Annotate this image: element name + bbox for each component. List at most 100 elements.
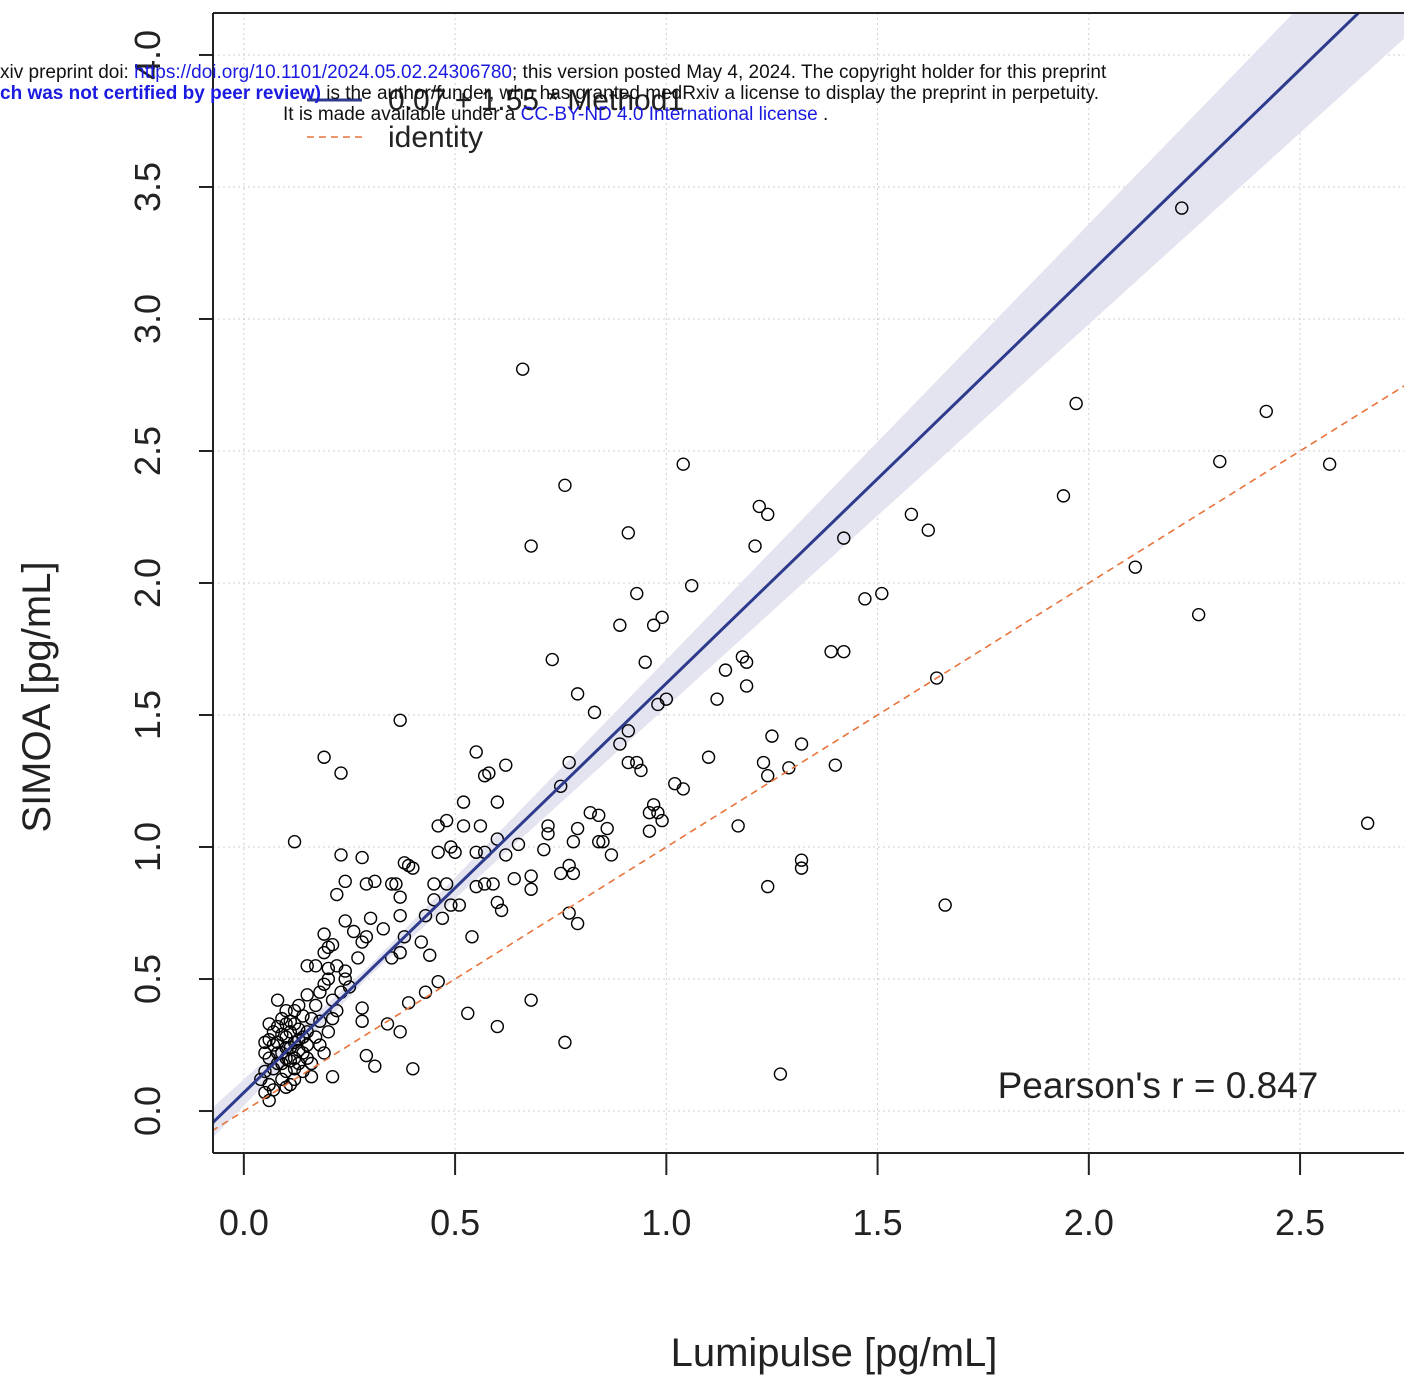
point xyxy=(1056,489,1071,503)
point xyxy=(710,692,724,706)
x-tick-label: 2.0 xyxy=(1064,1202,1114,1243)
point xyxy=(431,974,445,989)
x-tick-label: 1.0 xyxy=(641,1202,691,1243)
point xyxy=(338,874,352,889)
point xyxy=(338,972,352,986)
point xyxy=(317,927,331,941)
point xyxy=(566,866,581,881)
point xyxy=(473,819,488,833)
point xyxy=(735,650,750,664)
point xyxy=(287,1062,302,1076)
point xyxy=(558,478,572,493)
point xyxy=(287,1003,302,1018)
point xyxy=(794,737,809,751)
point xyxy=(875,586,889,601)
point xyxy=(469,745,483,759)
point xyxy=(570,821,585,836)
point xyxy=(363,911,378,925)
point xyxy=(330,959,344,973)
point xyxy=(456,795,471,809)
point xyxy=(355,1001,369,1015)
point xyxy=(668,776,682,791)
point xyxy=(258,1064,272,1079)
point xyxy=(824,644,838,659)
point xyxy=(321,1025,336,1039)
point xyxy=(587,705,602,720)
plot-area xyxy=(213,13,1404,1153)
point xyxy=(325,1011,340,1026)
point xyxy=(418,908,433,923)
banner-line: ch was not certified by peer review) is … xyxy=(0,83,1099,104)
point xyxy=(393,1025,407,1039)
point xyxy=(554,779,568,793)
point xyxy=(325,1070,340,1084)
point xyxy=(477,769,492,783)
point xyxy=(748,539,762,553)
point xyxy=(1360,816,1375,830)
point xyxy=(592,835,606,849)
banner-text: xiv preprint doi: xyxy=(0,62,135,83)
point xyxy=(621,724,636,738)
point xyxy=(321,940,336,955)
point xyxy=(773,1067,788,1081)
point xyxy=(494,903,509,918)
point xyxy=(321,972,336,986)
point xyxy=(731,819,745,833)
y-tick-label: 3.0 xyxy=(127,294,168,344)
point xyxy=(304,1070,319,1084)
fit-line xyxy=(213,13,1361,1125)
point xyxy=(794,861,809,875)
point xyxy=(794,853,809,867)
y-tick-label: 2.5 xyxy=(127,426,168,476)
x-tick-label: 0.5 xyxy=(430,1202,480,1243)
point xyxy=(562,906,576,920)
point xyxy=(621,526,636,540)
point xyxy=(858,592,872,606)
point xyxy=(646,618,661,632)
point xyxy=(621,755,636,770)
point xyxy=(444,898,458,912)
banner-link[interactable]: https://doi.org/10.1101/2024.05.02.24306… xyxy=(134,62,512,83)
banner-link[interactable]: CC-BY-ND 4.0 International license xyxy=(520,104,818,125)
point xyxy=(642,805,657,820)
point xyxy=(300,1051,314,1065)
point xyxy=(634,763,648,778)
point xyxy=(752,499,766,514)
point xyxy=(782,761,796,775)
legend-label: 0.07 + 1.55 * Method1 xyxy=(388,84,684,117)
point xyxy=(283,1054,298,1068)
point xyxy=(524,993,538,1007)
point xyxy=(393,713,407,727)
point xyxy=(490,795,505,809)
point xyxy=(718,663,733,677)
point xyxy=(304,1011,319,1026)
point xyxy=(393,908,407,923)
point xyxy=(254,1072,268,1087)
point xyxy=(338,914,352,928)
point xyxy=(837,531,851,545)
point xyxy=(566,835,581,849)
point xyxy=(359,877,374,891)
point xyxy=(296,1030,310,1044)
y-tick-label: 1.5 xyxy=(127,690,168,740)
point xyxy=(490,895,505,910)
point xyxy=(1322,457,1337,471)
point xyxy=(351,951,365,965)
point xyxy=(739,655,754,669)
point xyxy=(545,652,559,667)
point xyxy=(541,819,555,833)
point xyxy=(676,457,690,471)
x-tick-label: 0.0 xyxy=(219,1202,269,1243)
point xyxy=(1175,201,1189,215)
point xyxy=(313,985,327,999)
point xyxy=(837,644,851,659)
point xyxy=(761,879,775,894)
point xyxy=(1213,454,1227,469)
point xyxy=(765,729,779,743)
point xyxy=(292,1022,306,1036)
banner-line: xiv preprint doi: https://doi.org/10.110… xyxy=(0,62,1106,83)
point xyxy=(554,866,568,881)
banner-text: It is made available under a xyxy=(283,104,521,125)
point xyxy=(524,882,538,896)
point xyxy=(461,1006,475,1021)
